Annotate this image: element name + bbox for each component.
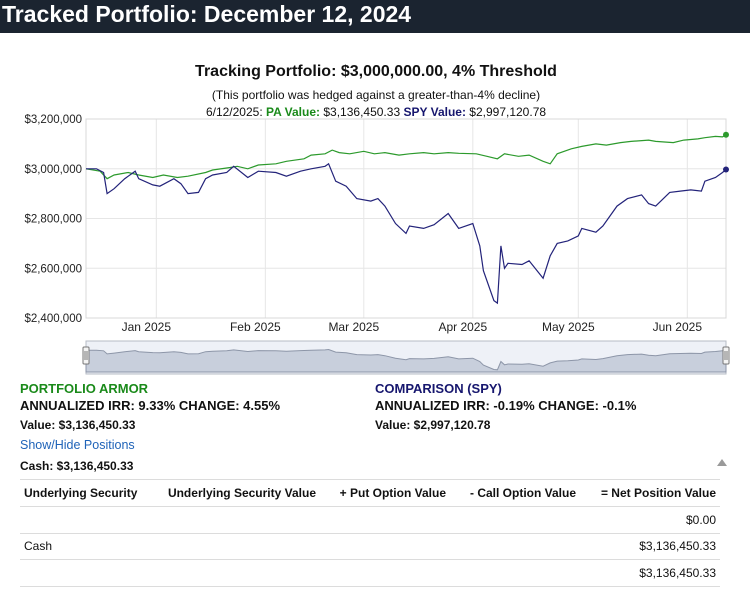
page-header: Tracked Portfolio: December 12, 2024 bbox=[0, 0, 750, 33]
pa-title: PORTFOLIO ARMOR bbox=[20, 381, 149, 396]
navigator-right-handle[interactable] bbox=[722, 346, 730, 365]
chart-title: Tracking Portfolio: $3,000,000.00, 4% Th… bbox=[195, 63, 557, 80]
column-header: = Net Position Value bbox=[580, 479, 720, 507]
table-cell bbox=[320, 506, 450, 534]
chart-subtitle: (This portfolio was hedged against a gre… bbox=[212, 88, 540, 102]
table-row: $0.00 bbox=[20, 506, 720, 534]
portfolio-chart[interactable]: Tracking Portfolio: $3,000,000.00, 4% Th… bbox=[0, 56, 750, 378]
spy-value-line bbox=[86, 162, 727, 305]
table-cell bbox=[20, 559, 150, 587]
tooltip-date: 6/12/2025: bbox=[206, 105, 263, 119]
table-header-row: Underlying Security Underlying Security … bbox=[20, 479, 720, 507]
tooltip-pa-value: $3,136,450.33 bbox=[323, 105, 400, 119]
navigator-series bbox=[85, 348, 727, 373]
collapse-up-icon[interactable] bbox=[717, 459, 727, 466]
table-cell bbox=[450, 506, 580, 534]
table-cell: $0.00 bbox=[580, 506, 720, 534]
positions-table: Underlying Security Underlying Security … bbox=[20, 479, 720, 587]
x-tick-label: Feb 2025 bbox=[230, 320, 281, 334]
pa-value-line bbox=[85, 134, 727, 180]
y-tick-label: $2,600,000 bbox=[24, 263, 82, 275]
table-cell bbox=[150, 506, 320, 534]
spy-comparison-summary: COMPARISON (SPY) ANNUALIZED IRR: -0.19% … bbox=[375, 381, 636, 432]
x-tick-label: May 2025 bbox=[542, 320, 595, 334]
range-navigator[interactable] bbox=[82, 340, 730, 375]
page-title: Tracked Portfolio: December 12, 2024 bbox=[2, 1, 412, 27]
pa-stats: ANNUALIZED IRR: 9.33% CHANGE: 4.55% bbox=[20, 398, 281, 413]
table-cell bbox=[150, 559, 320, 587]
spy-last-point[interactable] bbox=[723, 166, 729, 173]
pa-last-point[interactable] bbox=[723, 131, 729, 138]
plot-border bbox=[85, 118, 727, 319]
column-header: - Call Option Value bbox=[450, 479, 580, 507]
portfolio-armor-summary: PORTFOLIO ARMOR ANNUALIZED IRR: 9.33% CH… bbox=[20, 381, 280, 432]
table-cell bbox=[320, 533, 450, 560]
spy-stats: ANNUALIZED IRR: -0.19% CHANGE: -0.1% bbox=[375, 398, 637, 413]
tooltip-pa-label: PA Value: bbox=[266, 105, 320, 119]
chart-tooltip: 6/12/2025: PA Value: $3,136,450.33 SPY V… bbox=[206, 105, 546, 119]
spy-value: Value: $2,997,120.78 bbox=[375, 418, 491, 432]
tooltip-spy-value: $2,997,120.78 bbox=[469, 105, 546, 119]
cash-summary: Cash: $3,136,450.33 bbox=[20, 459, 134, 473]
table-cell: Cash bbox=[20, 533, 150, 560]
x-tick-label: Jan 2025 bbox=[122, 320, 172, 334]
table-cell: $3,136,450.33 bbox=[580, 533, 720, 560]
table-cell bbox=[320, 559, 450, 587]
pa-value: Value: $3,136,450.33 bbox=[20, 418, 136, 432]
y-tick-label: $3,200,000 bbox=[24, 114, 82, 126]
table-cell bbox=[450, 559, 580, 587]
column-header: Underlying Security bbox=[20, 479, 150, 507]
table-cell bbox=[20, 506, 150, 534]
tooltip-spy-label: SPY Value: bbox=[403, 105, 465, 119]
table-cell: $3,136,450.33 bbox=[580, 559, 720, 587]
table-cell bbox=[150, 533, 320, 560]
x-tick-label: Apr 2025 bbox=[438, 320, 487, 334]
table-row: $3,136,450.33 bbox=[20, 559, 720, 587]
y-tick-label: $3,000,000 bbox=[24, 164, 82, 176]
x-tick-label: Jun 2025 bbox=[653, 320, 703, 334]
y-tick-label: $2,800,000 bbox=[24, 214, 82, 226]
navigator-left-handle[interactable] bbox=[82, 346, 90, 365]
table-cell bbox=[450, 533, 580, 560]
spy-title: COMPARISON (SPY) bbox=[375, 381, 502, 396]
show-hide-positions-link[interactable]: Show/Hide Positions bbox=[20, 438, 135, 452]
column-header: + Put Option Value bbox=[320, 479, 450, 507]
column-header: Underlying Security Value bbox=[150, 479, 320, 507]
table-row: Cash $3,136,450.33 bbox=[20, 533, 720, 560]
x-tick-label: Mar 2025 bbox=[328, 320, 379, 334]
y-tick-label: $2,400,000 bbox=[24, 313, 82, 325]
